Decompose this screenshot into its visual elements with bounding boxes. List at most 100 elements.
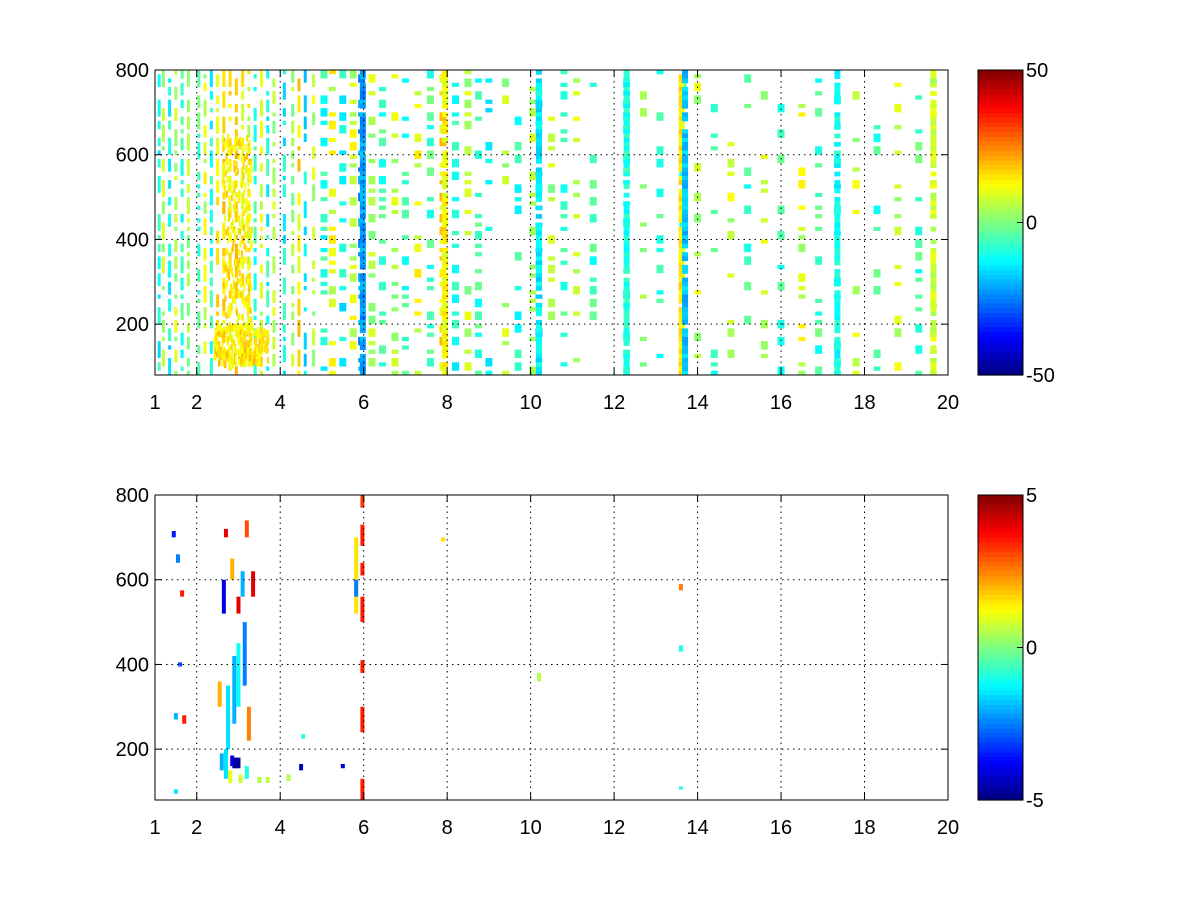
- heatmap-band-cell: [834, 349, 841, 355]
- heatmap-cell: [560, 137, 568, 143]
- heatmap-cell: [760, 91, 768, 100]
- heatmap-blob-cell: [243, 284, 246, 291]
- heatmap-cell: [203, 142, 207, 155]
- heatmap-cell: [186, 252, 190, 257]
- heatmap-band-cell: [623, 230, 630, 236]
- heatmap-band-cell: [678, 273, 685, 279]
- colorbar-step: [978, 270, 1023, 276]
- heatmap-blob-cell: [221, 346, 224, 354]
- heatmap-cell: [573, 78, 581, 83]
- heatmap-cell: [744, 74, 752, 83]
- heatmap-band-cell: [623, 91, 630, 96]
- heatmap-cell: [426, 239, 434, 248]
- heatmap-band-cell: [930, 120, 937, 126]
- heatmap-blob-cell: [222, 257, 225, 264]
- heatmap-cell: [573, 137, 581, 143]
- heatmap-cell: [485, 142, 493, 151]
- heatmap-band-cell: [623, 328, 630, 334]
- heatmap-blob-cell: [230, 304, 233, 311]
- heatmap-band-cell: [930, 281, 937, 287]
- heatmap-cell: [639, 184, 647, 189]
- colorbar-step: [978, 303, 1023, 309]
- heatmap-cell: [573, 286, 581, 295]
- heatmap-cell: [894, 125, 902, 130]
- heatmap-cell: [514, 184, 522, 193]
- heatmap-band-cell: [359, 273, 366, 279]
- heatmap-band-cell: [678, 290, 685, 296]
- heatmap-blob-cell: [222, 352, 225, 360]
- colorbar-step: [978, 499, 1023, 506]
- heatmap-band-cell: [678, 366, 685, 372]
- heatmap-cell: [339, 95, 347, 104]
- heatmap-blob-cell: [246, 347, 249, 354]
- heatmap-band-cell: [682, 78, 689, 84]
- heatmap-cell: [529, 133, 537, 143]
- heatmap-cell: [253, 175, 257, 185]
- colorbar-step: [978, 346, 1023, 352]
- heatmap-cell: [297, 192, 301, 206]
- heatmap-cell: [297, 214, 301, 231]
- heatmap-band-cell: [678, 298, 685, 304]
- colorbar-step: [978, 151, 1023, 157]
- heatmap-cell: [234, 103, 238, 113]
- heatmap-cell: [168, 281, 172, 295]
- heatmap-blob-cell: [232, 292, 235, 299]
- heatmap-cell: [560, 70, 568, 75]
- heatmap-band-cell: [834, 277, 841, 283]
- heatmap-cell: [320, 70, 328, 79]
- heatmap-cell: [272, 78, 276, 87]
- heatmap-band-cell: [930, 277, 937, 283]
- heatmap-cell: [474, 150, 482, 159]
- heatmap-cell: [529, 86, 537, 92]
- heatmap-blob-cell: [233, 282, 236, 289]
- heatmap-band-cell: [834, 328, 841, 334]
- heatmap-cell: [798, 273, 806, 282]
- heatmap-cell: [694, 163, 702, 172]
- heatmap-band-cell: [678, 103, 685, 109]
- heatmap-blob-cell: [234, 210, 237, 218]
- heatmap-band-cell: [623, 252, 630, 257]
- heatmap-band-cell: [930, 345, 937, 351]
- heatmap-band-cell: [930, 91, 937, 96]
- heatmap-cell: [312, 311, 316, 316]
- heatmap-blob-cell: [250, 339, 253, 346]
- heatmap-cell: [560, 201, 568, 210]
- heatmap-blob-cell: [239, 328, 242, 335]
- heatmap-band-cell: [442, 120, 449, 126]
- colorbar-step: [978, 576, 1023, 582]
- heatmap-band-cell: [535, 167, 542, 173]
- heatmap-cell: [282, 345, 286, 363]
- heatmap-blob-cell: [246, 321, 249, 329]
- heatmap-band-cell: [682, 112, 689, 118]
- heatmap-point: [246, 706, 251, 741]
- heatmap-blob-cell: [247, 357, 250, 365]
- heatmap-cell: [502, 328, 510, 337]
- heatmap-blob-cell: [233, 159, 236, 167]
- heatmap-blob-cell: [236, 248, 239, 255]
- heatmap-blob-cell: [221, 328, 224, 335]
- heatmap-cell: [401, 180, 409, 185]
- heatmap-point: [226, 685, 231, 750]
- colorbar-step: [978, 671, 1023, 677]
- colorbar-step: [978, 155, 1023, 162]
- heatmap-cell: [234, 324, 238, 337]
- heatmap-blob-cell: [227, 306, 230, 313]
- heatmap-blob-cell: [225, 229, 228, 236]
- heatmap-blob-cell: [219, 324, 222, 331]
- heatmap-cell: [378, 129, 386, 134]
- heatmap-cell: [560, 362, 568, 367]
- heatmap-band-cell: [834, 269, 841, 274]
- heatmap-cell: [798, 286, 806, 291]
- heatmap-blob-cell: [240, 175, 243, 182]
- heatmap-cell: [186, 324, 190, 333]
- heatmap-cell: [247, 167, 251, 176]
- heatmap-cell: [291, 103, 295, 117]
- heatmap-cell: [157, 273, 161, 287]
- heatmap-cell: [157, 256, 161, 270]
- heatmap-cell: [174, 319, 178, 333]
- heatmap-cell: [529, 290, 537, 295]
- heatmap-blob-cell: [231, 245, 234, 252]
- heatmap-cell: [710, 103, 718, 113]
- heatmap-band-cell: [623, 218, 630, 223]
- heatmap-cell: [401, 209, 409, 219]
